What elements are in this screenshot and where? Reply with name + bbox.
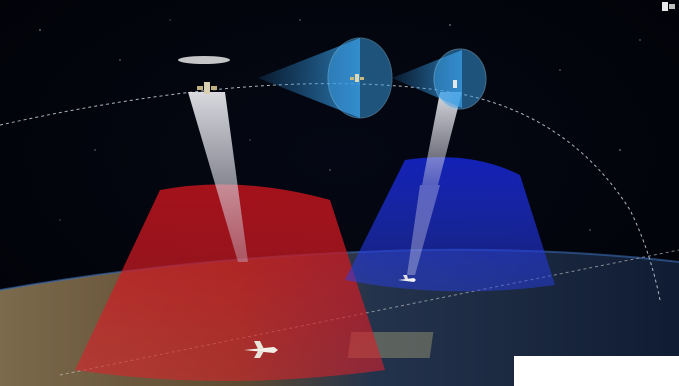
left-satellite-beam [188,92,248,262]
star-field [39,19,641,231]
satellite-icon[interactable] [350,74,364,82]
right-beam-lower [407,185,440,275]
occluding-panel [514,356,679,386]
red-coverage-volume [75,184,385,381]
aircraft-icon[interactable] [244,341,278,358]
aircraft-icon[interactable] [398,275,416,282]
right-sensor-cone-base [433,48,487,110]
view-control-icon[interactable] [662,2,676,11]
right-satellite-beam [422,92,462,185]
satellite-icon[interactable] [453,80,457,88]
left-satellite-glint [178,56,230,64]
satellite-icon[interactable] [197,82,217,94]
blue-coverage-volume [345,157,555,292]
